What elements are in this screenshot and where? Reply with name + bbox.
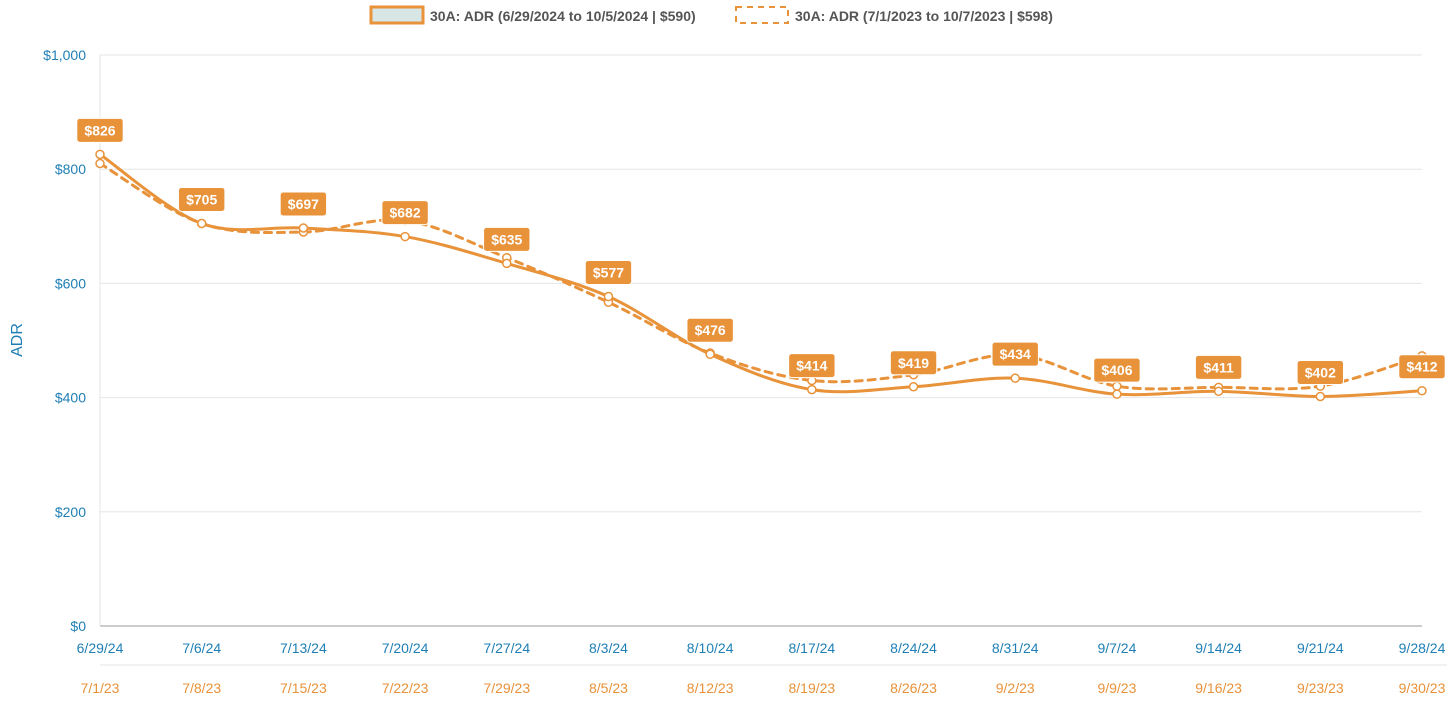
data-label: $682 — [389, 205, 420, 221]
data-label: $476 — [695, 322, 726, 338]
x-tick-label-secondary: 7/22/23 — [382, 680, 429, 696]
x-tick-label-primary: 7/20/24 — [382, 640, 429, 656]
x-tick-label-secondary: 9/16/23 — [1195, 680, 1242, 696]
x-tick-label-secondary: 9/30/23 — [1399, 680, 1446, 696]
data-point-2024 — [1417, 385, 1427, 396]
legend-swatch-dashed[interactable] — [735, 6, 789, 24]
y-axis-ticks: $0 $200 $400 $600 $800 $1,000 — [43, 47, 86, 634]
y-axis-label: ADR — [9, 323, 26, 357]
data-label-box — [177, 186, 226, 212]
grid — [99, 54, 1447, 666]
x-tick-label-primary: 8/17/24 — [788, 640, 835, 656]
data-label: $697 — [288, 196, 319, 212]
data-point-2024 — [95, 149, 105, 160]
data-label-box — [889, 350, 938, 376]
data-point-2023 — [1112, 381, 1122, 391]
data-point-2024 — [502, 258, 512, 269]
y-tick-label: $600 — [55, 275, 86, 291]
x-tick-label-primary: 9/28/24 — [1399, 640, 1446, 656]
x-tick-label-secondary: 7/15/23 — [280, 680, 327, 696]
data-label: $402 — [1305, 364, 1336, 380]
x-tick-label-primary: 8/24/24 — [890, 640, 937, 656]
x-tick-label-primary: 8/31/24 — [992, 640, 1039, 656]
y-tick-label: $1,000 — [43, 47, 86, 63]
data-label: $705 — [186, 191, 217, 207]
data-point-2023 — [95, 158, 105, 169]
data-label: $414 — [796, 358, 827, 374]
data-label: $412 — [1406, 359, 1437, 375]
data-point-2024 — [1315, 391, 1326, 402]
data-label: $434 — [1000, 346, 1031, 362]
x-tick-label-secondary: 9/23/23 — [1297, 680, 1344, 696]
x-tick-label-secondary: 9/2/23 — [996, 680, 1035, 696]
x-tick-label-primary: 6/29/24 — [77, 640, 124, 656]
data-point-2024 — [298, 223, 309, 233]
data-label-box — [686, 317, 734, 343]
data-point-2024 — [1112, 389, 1122, 399]
legend[interactable]: 30A: ADR (6/29/2024 to 10/5/2024 | $590)… — [369, 5, 1053, 25]
x-tick-label-secondary: 7/29/23 — [483, 680, 530, 696]
x-tick-label-secondary: 8/12/23 — [687, 680, 734, 696]
data-point-2024 — [400, 231, 410, 242]
legend-swatch-solid[interactable] — [369, 5, 425, 25]
y-tick-label: $0 — [70, 618, 86, 634]
x-tick-label-secondary: 7/1/23 — [81, 680, 120, 696]
x-tick-label-secondary: 8/5/23 — [589, 680, 628, 696]
data-label: $419 — [898, 355, 929, 371]
legend-label-2023[interactable]: 30A: ADR (7/1/2023 to 10/7/2023 | $598) — [795, 8, 1053, 24]
y-tick-label: $200 — [55, 504, 86, 520]
x-tick-label-primary: 9/14/24 — [1195, 640, 1242, 656]
x-axis-ticks: 6/29/24 7/1/23 7/6/24 7/8/23 7/13/24 7/15/23 7… — [77, 640, 1446, 696]
data-label-box — [788, 353, 836, 379]
x-tick-label-secondary: 8/26/23 — [890, 680, 937, 696]
data-point-2024 — [1010, 373, 1020, 383]
x-tick-label-secondary: 9/9/23 — [1097, 680, 1136, 696]
data-label-box — [1194, 354, 1243, 380]
x-tick-label-secondary: 7/8/23 — [182, 680, 221, 696]
x-tick-label-primary: 8/10/24 — [687, 640, 734, 656]
y-tick-label: $800 — [55, 161, 86, 177]
data-label-box — [991, 341, 1039, 367]
data-labels: $826 $705 $697 $682 $635 $577 $476 $414 $419 $434… — [76, 117, 1446, 385]
data-point-2024 — [603, 291, 614, 302]
data-label-box — [1296, 359, 1345, 385]
data-point-2024 — [908, 382, 919, 392]
x-tick-label-primary: 8/3/24 — [589, 640, 628, 656]
data-label-box — [381, 200, 429, 226]
data-label-box — [76, 117, 124, 143]
data-label-box — [483, 226, 531, 252]
data-point-2024 — [807, 384, 817, 395]
x-tick-label-primary: 7/27/24 — [483, 640, 530, 656]
x-tick-label-primary: 7/6/24 — [182, 640, 221, 656]
data-point-2024 — [1213, 386, 1224, 397]
data-label-box — [584, 260, 633, 286]
data-label: $406 — [1101, 362, 1132, 378]
x-tick-label-primary: 9/21/24 — [1297, 640, 1344, 656]
data-point-2024 — [196, 218, 207, 229]
x-tick-label-primary: 9/7/24 — [1097, 640, 1136, 656]
x-tick-label-secondary: 8/19/23 — [788, 680, 835, 696]
data-label: $577 — [593, 265, 624, 281]
x-tick-label-primary: 7/13/24 — [280, 640, 327, 656]
data-label-box — [1398, 354, 1446, 380]
y-tick-label: $400 — [55, 390, 86, 406]
data-label: $411 — [1203, 359, 1234, 375]
data-label: $635 — [491, 231, 522, 247]
legend-label-2024[interactable]: 30A: ADR (6/29/2024 to 10/5/2024 | $590) — [430, 8, 696, 24]
data-label-box — [279, 191, 328, 217]
data-label-box — [1093, 357, 1141, 383]
data-point-2024 — [705, 349, 715, 359]
data-label: $826 — [84, 122, 115, 138]
